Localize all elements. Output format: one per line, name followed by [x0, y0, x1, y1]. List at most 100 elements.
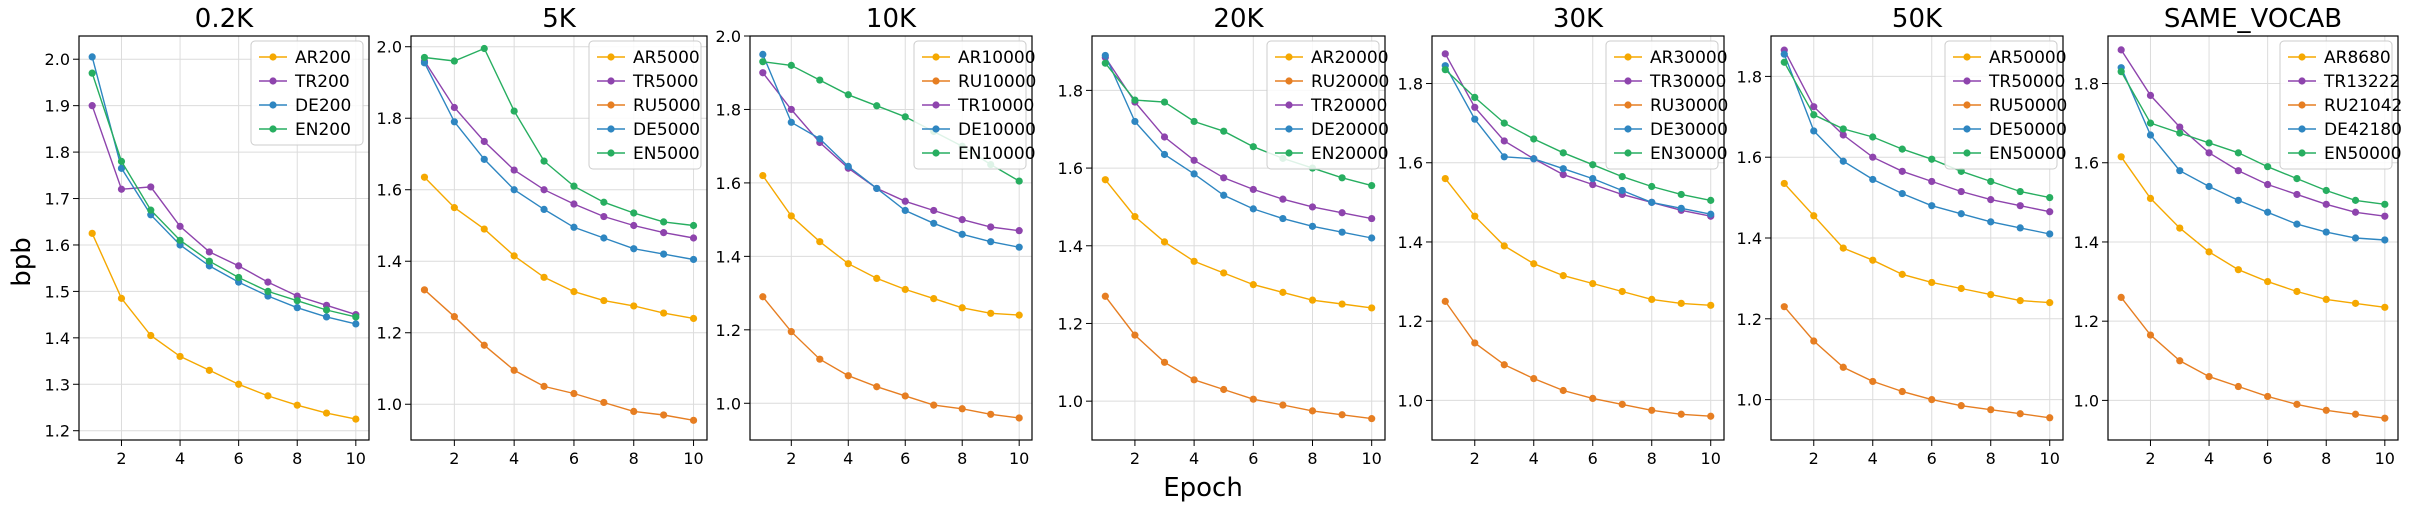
data-point-EN20000: [1160, 98, 1169, 106]
data-point-DE30000: [1677, 204, 1685, 212]
series-line-EN50000: [2120, 71, 2385, 205]
data-point-AR5000: [540, 273, 548, 281]
x-tick-label: 4: [175, 449, 185, 468]
data-point-DE10000: [901, 206, 909, 215]
y-tick-label: 1.2: [1737, 310, 1762, 329]
series-line-AR20000: [1104, 179, 1372, 309]
panel-title: 20K: [1213, 4, 1264, 34]
legend-swatch-marker: [1963, 53, 1971, 61]
data-point-TR20000: [1279, 195, 1287, 203]
data-point-DE30000: [1589, 174, 1597, 183]
data-point-TR50000: [1928, 177, 1936, 186]
data-point-DE42180: [2176, 167, 2184, 175]
data-point-RU30000: [1441, 297, 1449, 305]
data-point-DE20000: [1131, 117, 1139, 126]
data-point-TR13222: [2176, 123, 2184, 131]
data-point-DE50000: [1810, 127, 1818, 135]
data-point-DE50000: [1869, 175, 1877, 184]
data-point-RU5000: [480, 341, 488, 349]
data-point-TR10000: [787, 105, 795, 114]
x-tick-label: 8: [957, 449, 967, 468]
data-point-TR200: [117, 185, 126, 193]
y-tick-label: 1.2: [1058, 314, 1083, 333]
data-point-DE42180: [2264, 208, 2272, 216]
data-point-DE20000: [1338, 228, 1346, 236]
data-point-TR20000: [1160, 133, 1169, 141]
data-point-RU10000: [987, 410, 995, 418]
data-point-EN30000: [1559, 149, 1567, 157]
data-point-AR5000: [480, 225, 488, 233]
data-point-AR50000: [1839, 244, 1847, 252]
legend-entry: AR50000: [1989, 48, 2067, 68]
data-point-TR10000: [901, 197, 909, 205]
x-tick-label: 10: [2375, 449, 2395, 468]
data-point-DE5000: [540, 205, 548, 213]
legend-entry: RU50000: [1989, 96, 2067, 116]
data-point-EN30000: [1648, 182, 1656, 191]
data-point-EN50000: [1898, 145, 1906, 153]
y-tick-label: 1.0: [1737, 391, 1762, 410]
data-point-EN50000: [2322, 186, 2330, 195]
data-point-AR20000: [1101, 176, 1109, 184]
data-point-RU10000: [844, 372, 852, 380]
panel-5: 1.0 1.2 1.4 1.6 1.8 2 4 6 8 10 50K AR50000 TR50000 RU…: [1737, 4, 2068, 468]
y-tick-label: 1.0: [716, 394, 741, 413]
x-tick-label: 10: [2040, 449, 2060, 468]
data-point-EN10000: [787, 61, 795, 69]
data-point-TR200: [205, 248, 213, 256]
plot-frame: [2107, 35, 2399, 441]
legend-entry: TR5000: [632, 72, 698, 92]
data-point-RU21042: [2264, 392, 2272, 401]
data-point-RU5000: [630, 407, 638, 415]
plot-frame: [410, 35, 708, 441]
data-point-DE42180: [2293, 220, 2301, 228]
data-point-DE50000: [1780, 50, 1788, 58]
data-point-EN50000: [2381, 200, 2389, 208]
data-point-EN30000: [1707, 196, 1715, 204]
data-point-RU50000: [1839, 363, 1847, 371]
data-point-AR5000: [630, 302, 638, 310]
data-point-RU50000: [1810, 337, 1818, 345]
x-tick-label: 6: [2263, 449, 2273, 468]
panel-title: 10K: [866, 4, 917, 34]
data-point-EN5000: [480, 44, 488, 53]
data-point-DE10000: [873, 184, 881, 193]
data-point-EN5000: [540, 157, 548, 165]
data-point-RU50000: [1928, 396, 1936, 404]
legend-entry: AR8680: [2324, 48, 2391, 68]
series-line-RU21042: [2120, 296, 2385, 419]
x-tick-label: 6: [1588, 449, 1598, 468]
legend-swatch-marker: [1963, 101, 1971, 109]
data-point-AR5000: [420, 173, 429, 181]
data-point-TR13222: [2381, 212, 2389, 220]
data-point-RU21042: [2146, 331, 2155, 339]
panel-title: 50K: [1892, 4, 1943, 34]
data-point-RU20000: [1249, 395, 1257, 403]
x-tick-label: 8: [1647, 449, 1657, 468]
data-point-EN200: [205, 257, 213, 265]
data-point-AR200: [147, 331, 155, 340]
x-tick-label: 2: [116, 449, 126, 468]
y-tick-label: 1.3: [45, 375, 70, 394]
data-point-RU5000: [540, 382, 548, 390]
data-point-DE200: [322, 313, 331, 321]
legend-entry: DE5000: [633, 120, 700, 140]
y-tick-label: 1.4: [716, 247, 741, 266]
data-point-RU20000: [1220, 385, 1228, 394]
data-point-EN10000: [844, 91, 852, 99]
data-point-AR8680: [2264, 277, 2272, 286]
data-point-EN50000: [2117, 68, 2125, 76]
legend-entry: RU21042: [2324, 96, 2402, 116]
data-point-EN10000: [759, 58, 767, 66]
legend-entry: AR30000: [1650, 48, 1728, 68]
panel-3: 1.0 1.2 1.4 1.6 1.8 2 4 6 8 10 20K AR20000 RU20000 TR…: [1058, 4, 1390, 468]
data-point-RU10000: [901, 392, 909, 400]
data-point-DE50000: [1898, 189, 1906, 198]
data-point-AR8680: [2293, 287, 2301, 296]
y-tick-label: 2.0: [45, 50, 70, 69]
data-point-EN50000: [1987, 177, 1995, 186]
data-point-RU5000: [510, 366, 518, 374]
data-point-AR50000: [2016, 297, 2024, 305]
legend-entry: AR10000: [958, 48, 1036, 68]
data-point-AR10000: [816, 238, 824, 246]
